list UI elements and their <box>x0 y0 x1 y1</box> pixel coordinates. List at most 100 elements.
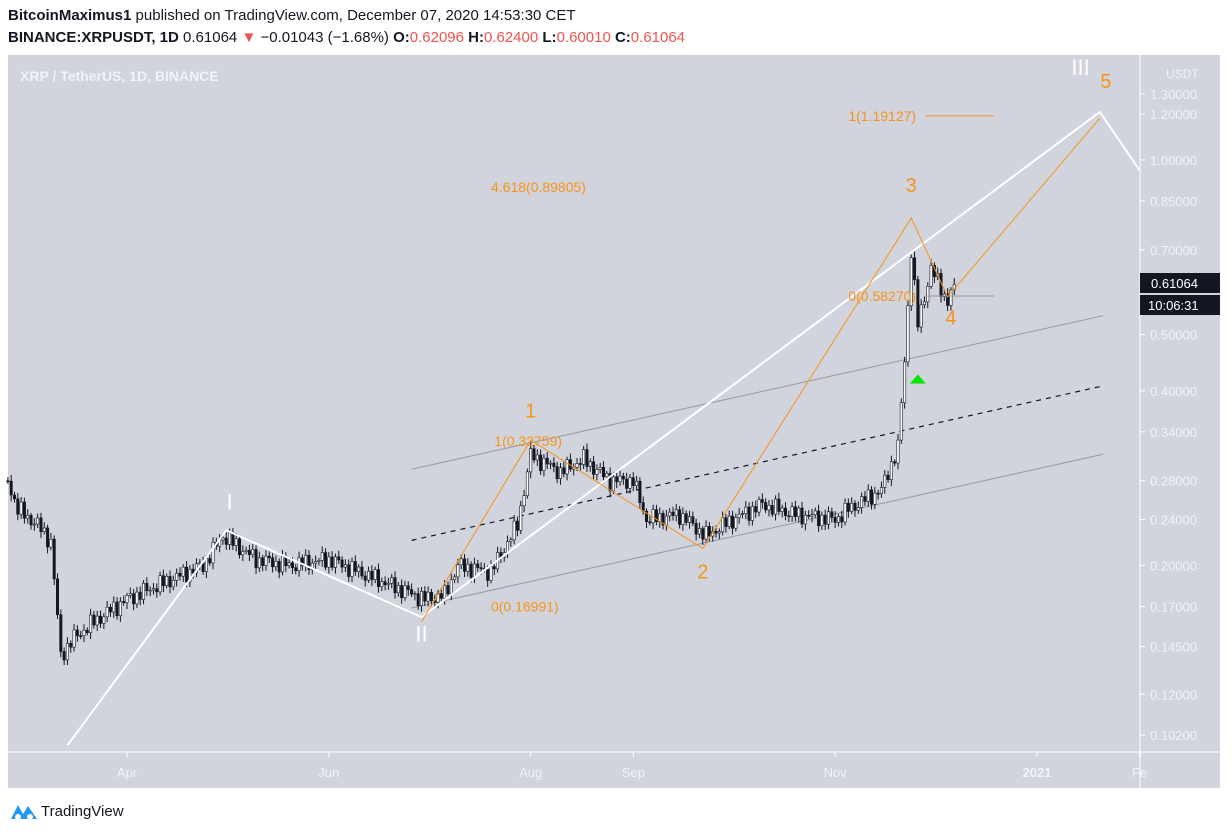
symbol-info: BINANCE:XRPUSDT, 1D 0.61064 ▼ −0.01043 (… <box>8 29 685 46</box>
y-tick-label: 0.28000 <box>1150 474 1197 489</box>
candle <box>337 556 341 561</box>
candle <box>161 575 165 587</box>
wave-degree-white-line <box>66 110 1141 746</box>
tradingview-logo-icon <box>11 805 37 820</box>
candle <box>99 615 103 624</box>
candle <box>582 449 586 465</box>
candle <box>694 522 698 535</box>
candle <box>519 505 523 531</box>
candle <box>856 507 860 511</box>
candle <box>254 549 258 569</box>
candle <box>661 513 665 526</box>
candle <box>946 293 950 306</box>
candle <box>843 502 847 523</box>
x-tick-label: Aug <box>519 765 542 780</box>
candle <box>601 467 605 478</box>
last-price-badge <box>1140 273 1220 293</box>
candle <box>876 492 880 495</box>
price-change: −0.01043 (−1.68%) <box>260 29 389 46</box>
tradingview-logo[interactable]: TradingView <box>10 801 124 821</box>
candle <box>390 577 394 584</box>
candle <box>125 595 129 603</box>
candle <box>396 585 400 594</box>
candle <box>281 555 285 573</box>
candle <box>529 448 533 473</box>
candle <box>297 557 301 572</box>
candle <box>46 527 50 548</box>
candle <box>463 558 467 572</box>
candle <box>787 515 791 517</box>
candle <box>277 561 281 573</box>
candle <box>92 614 96 626</box>
candle <box>367 570 371 581</box>
candle <box>721 517 725 533</box>
candle <box>29 515 33 526</box>
candle <box>883 474 887 488</box>
countdown-badge <box>1140 295 1220 315</box>
last-price-label: 0.61064 <box>1151 276 1198 291</box>
x-tick-label: 2021 <box>1023 765 1052 780</box>
candle <box>42 527 46 532</box>
candle <box>317 560 321 562</box>
candle <box>486 568 490 581</box>
candle <box>6 480 10 483</box>
candle <box>817 510 821 527</box>
candle <box>56 578 60 616</box>
candle <box>112 601 116 613</box>
candle <box>376 569 380 587</box>
x-tick-label: Sep <box>622 765 645 780</box>
candle <box>75 629 79 637</box>
candle <box>383 581 387 586</box>
candle <box>820 514 824 527</box>
y-tick-label: 1.20000 <box>1150 107 1197 122</box>
candle <box>608 473 612 492</box>
author-name[interactable]: BitcoinMaximus1 <box>8 7 132 24</box>
candle <box>403 585 407 598</box>
candle <box>797 507 801 517</box>
candle <box>257 557 261 569</box>
candle <box>542 457 546 471</box>
candle <box>889 461 893 481</box>
candle <box>949 289 953 306</box>
candle <box>734 517 738 529</box>
candle <box>151 588 155 591</box>
candle <box>340 559 344 568</box>
candle <box>211 541 215 564</box>
candle <box>16 498 20 515</box>
candle <box>320 552 324 561</box>
candle <box>515 520 519 531</box>
fib-level-label: 1(1.19127) <box>848 108 916 124</box>
candle <box>926 286 930 303</box>
candle <box>575 463 579 468</box>
symbol: BINANCE:XRPUSDT, 1D <box>8 29 179 46</box>
wave-label-orange: 3 <box>906 175 917 197</box>
candle <box>274 561 278 568</box>
candle <box>19 501 23 515</box>
candle <box>251 549 255 555</box>
candle <box>370 570 374 580</box>
candle <box>52 538 56 580</box>
candle <box>26 515 30 519</box>
candle <box>800 507 804 525</box>
candle <box>333 556 337 568</box>
candle <box>22 501 26 519</box>
candle <box>221 537 225 541</box>
candle <box>244 550 248 552</box>
candle <box>406 585 410 590</box>
candle <box>840 516 844 523</box>
candle <box>509 539 513 542</box>
candle <box>357 566 361 572</box>
low-label: L: <box>542 29 557 46</box>
channel-lower-line <box>411 453 1104 609</box>
wave-degree-orange-line <box>421 117 1101 623</box>
candle <box>678 509 682 525</box>
candle <box>12 494 16 500</box>
candle <box>238 538 242 556</box>
candle <box>810 514 814 517</box>
candle <box>410 589 414 595</box>
close-value: 0.61064 <box>630 29 686 46</box>
candle <box>701 528 705 540</box>
candle <box>853 502 857 511</box>
candle <box>827 511 831 525</box>
